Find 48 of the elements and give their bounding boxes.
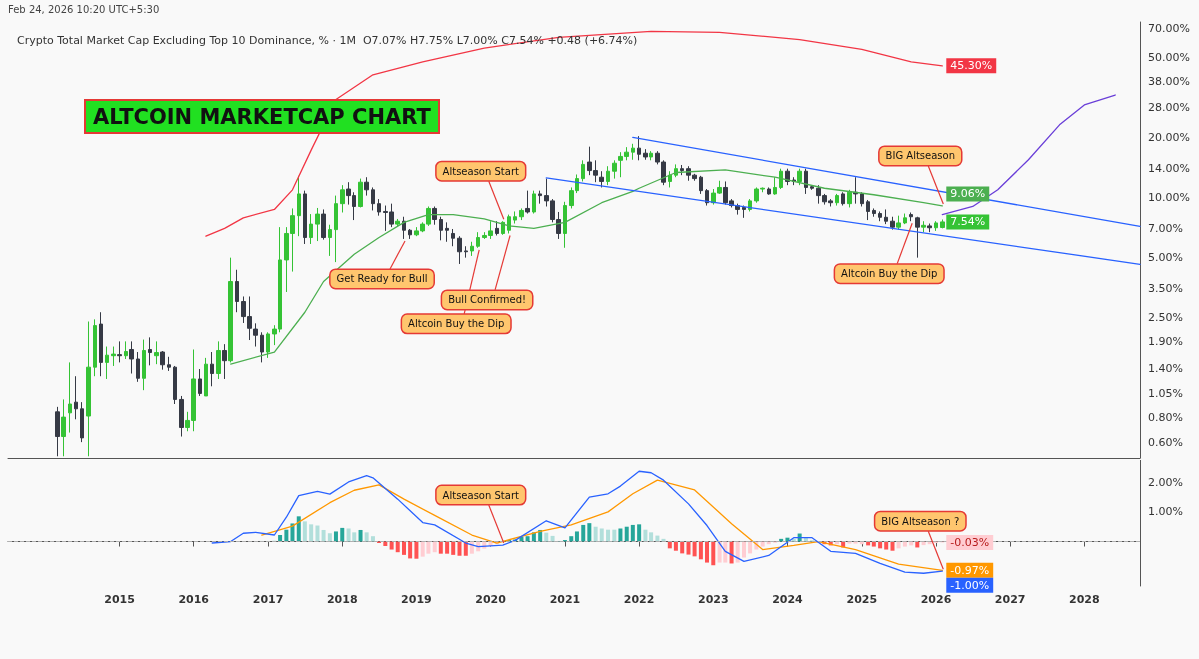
y-tick-label: 38.00% <box>1148 74 1190 88</box>
data-label: -0.03% <box>950 535 990 549</box>
annotation: Bull Confirmed! <box>448 294 527 306</box>
annotation: Altseason Start <box>442 489 520 501</box>
annotation: BIG Altseason <box>885 150 956 162</box>
x-tick-label: 2019 <box>401 593 432 606</box>
data-label: 9.06% <box>950 187 986 201</box>
y-tick-label: 50.00% <box>1148 50 1190 64</box>
y-tick-label: 0.80% <box>1148 410 1183 424</box>
y-tick-label: 1.00% <box>1148 505 1183 519</box>
y-tick-label: 70.00% <box>1148 21 1190 35</box>
data-label: -0.97% <box>950 563 990 577</box>
x-tick-label: 2022 <box>623 593 655 606</box>
text: Feb 24, 2026 10:20 UTC+5:30 <box>8 3 160 15</box>
y-tick-label: 14.00% <box>1148 161 1190 175</box>
x-tick-label: 2023 <box>697 593 729 606</box>
y-tick-label: 1.40% <box>1148 361 1183 375</box>
y-tick-label: 2.00% <box>1148 475 1183 489</box>
x-tick-label: 2017 <box>252 593 284 606</box>
y-tick-label: 3.50% <box>1148 282 1183 296</box>
annotation: Altseason Start <box>442 165 520 177</box>
y-tick-label: 5.00% <box>1148 251 1183 265</box>
y-tick-label: 2.50% <box>1148 311 1183 325</box>
x-tick-label: 2018 <box>326 593 358 606</box>
y-tick-label: 1.90% <box>1148 335 1183 349</box>
y-tick-label: 1.05% <box>1148 386 1183 400</box>
text: ALTCOIN MARKETCAP CHART <box>93 104 432 129</box>
y-tick-label: 20.00% <box>1148 130 1190 144</box>
x-tick-label: 2025 <box>846 593 878 606</box>
annotation: Altcoin Buy the Dip <box>841 268 938 280</box>
x-tick-label: 2020 <box>475 593 507 606</box>
annotation: Altcoin Buy the Dip <box>408 318 505 330</box>
x-tick-label: 2027 <box>994 593 1026 606</box>
x-tick-label: 2024 <box>772 593 804 606</box>
annotation: Get Ready for Bull <box>336 273 428 285</box>
x-tick-label: 2021 <box>549 593 581 606</box>
y-tick-label: 10.00% <box>1148 190 1190 204</box>
y-tick-label: 28.00% <box>1148 101 1190 115</box>
x-tick-label: 2015 <box>104 593 135 606</box>
annotation: BIG Altseason ? <box>881 515 960 527</box>
data-label: 45.30% <box>950 59 993 73</box>
data-label: -1.00% <box>950 578 990 592</box>
x-tick-label: 2026 <box>920 593 952 606</box>
x-tick-label: 2016 <box>178 593 210 606</box>
y-tick-label: 0.60% <box>1148 435 1183 449</box>
text: 7.54% <box>950 215 986 229</box>
y-tick-label: 7.00% <box>1148 221 1183 235</box>
x-tick-label: 2028 <box>1069 593 1100 606</box>
